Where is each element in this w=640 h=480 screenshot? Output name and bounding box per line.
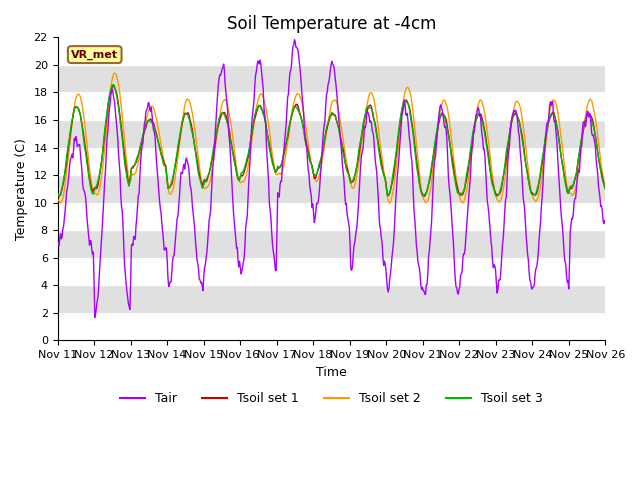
X-axis label: Time: Time [316,366,347,379]
Bar [58,258,605,285]
Text: VR_met: VR_met [71,49,118,60]
Bar [58,175,605,203]
Bar [58,120,605,147]
Title: Soil Temperature at -4cm: Soil Temperature at -4cm [227,15,436,33]
Y-axis label: Temperature (C): Temperature (C) [15,138,28,240]
Legend: Tair, Tsoil set 1, Tsoil set 2, Tsoil set 3: Tair, Tsoil set 1, Tsoil set 2, Tsoil se… [115,387,548,410]
Bar [58,313,605,340]
Bar [58,285,605,313]
Bar [58,203,605,230]
Bar [58,93,605,120]
Bar [58,230,605,258]
Bar [58,147,605,175]
Bar [58,65,605,93]
Bar [58,37,605,65]
